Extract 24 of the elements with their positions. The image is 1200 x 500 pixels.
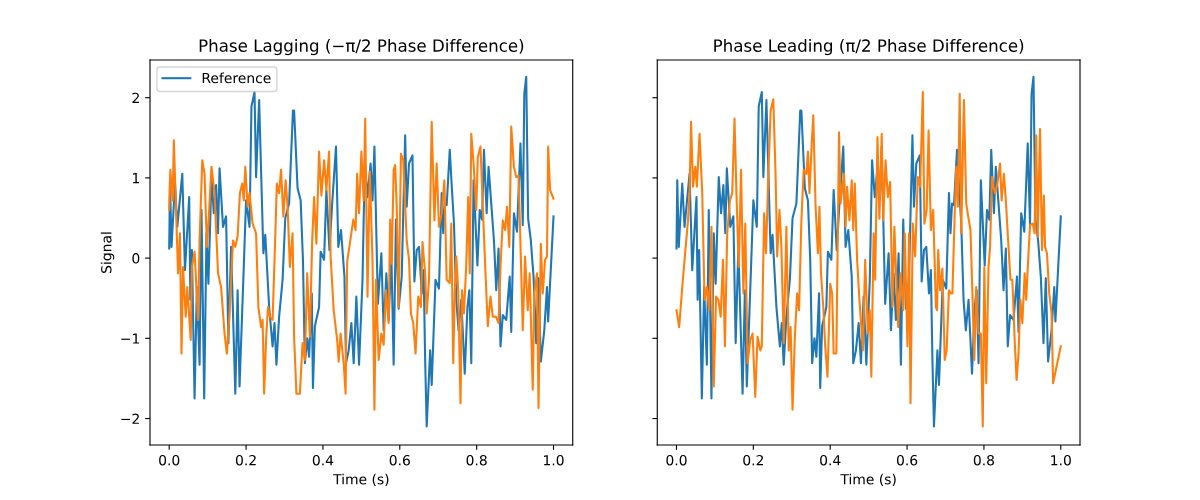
y-axis-title: Signal: [100, 232, 115, 273]
line-series: [168, 117, 555, 411]
chart-title: Phase Lagging (−π/2 Phase Difference): [199, 39, 524, 56]
x-tick-label: 0.6: [389, 454, 410, 466]
x-tick-label: 0.6: [896, 454, 918, 466]
x-tick-label: 0.8: [466, 454, 487, 466]
y-tick-label: 0: [132, 253, 140, 264]
x-tick-label: 1.0: [1051, 454, 1071, 466]
x-tick-label: 0.2: [235, 454, 256, 466]
x-tick-label: 1.0: [543, 454, 564, 466]
x-tick-label: 0.4: [312, 454, 334, 466]
x-tick-label: 0.4: [820, 454, 841, 466]
x-tick-label: 0.0: [666, 454, 687, 466]
x-axis-title: Time (s): [840, 473, 896, 487]
y-tick-label: 1: [132, 173, 139, 184]
x-tick-label: 0.0: [159, 454, 180, 466]
chart-title: Phase Leading (π/2 Phase Difference): [714, 39, 1024, 56]
x-axis-title: Time (s): [333, 473, 389, 487]
x-tick-label: 0.2: [743, 454, 763, 466]
x-tick-label: 0.8: [973, 454, 995, 466]
y-tick-label: −1: [121, 333, 139, 344]
y-tick-label: 2: [132, 92, 139, 103]
y-tick-label: −2: [121, 413, 139, 424]
legend-label: Reference: [202, 72, 271, 84]
